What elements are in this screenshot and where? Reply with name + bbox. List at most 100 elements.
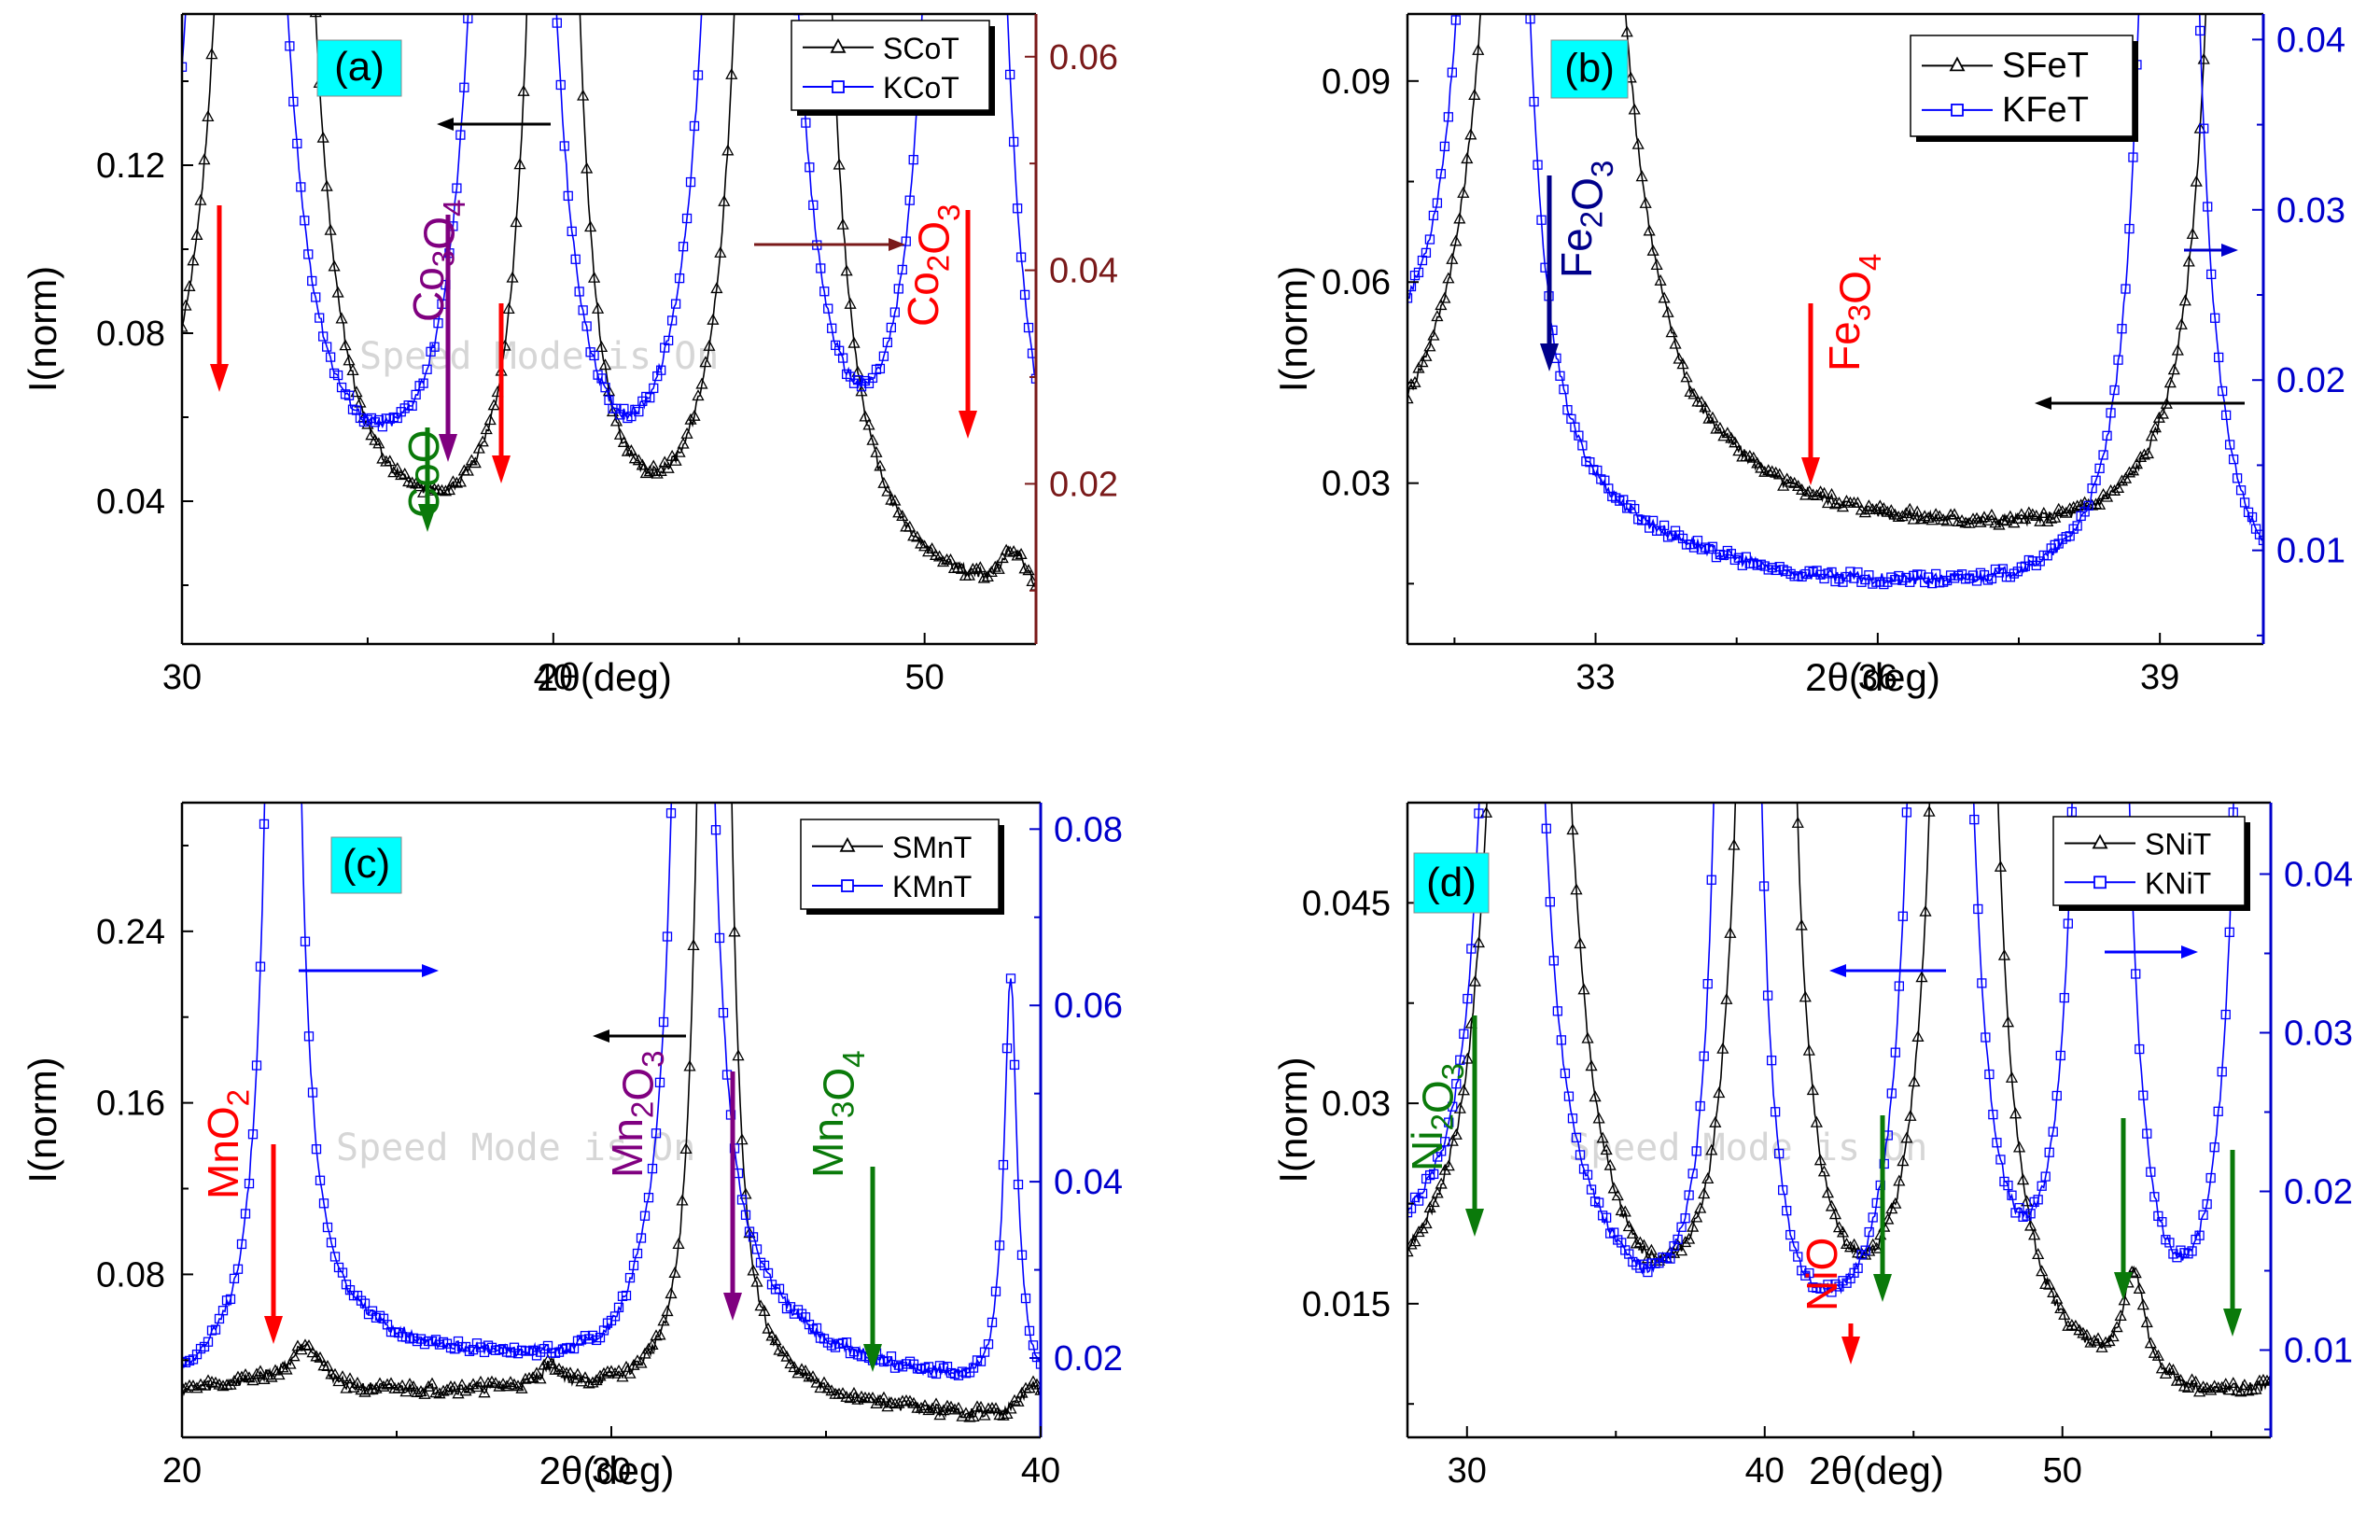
data-point bbox=[1645, 1243, 1659, 1255]
data-point bbox=[1028, 1340, 1039, 1351]
data-point bbox=[2135, 1043, 2145, 1055]
data-point bbox=[758, 1304, 771, 1316]
data-point bbox=[343, 354, 356, 366]
data-point bbox=[602, 385, 616, 397]
data-point bbox=[2049, 511, 2062, 523]
data-point bbox=[870, 445, 883, 457]
data-point bbox=[892, 1396, 905, 1408]
data-point bbox=[1969, 480, 1980, 489]
data-point bbox=[250, 1367, 263, 1379]
data-point bbox=[750, 1275, 763, 1287]
data-point bbox=[827, 323, 837, 333]
data-point bbox=[182, 1380, 189, 1393]
data-point bbox=[1869, 503, 1883, 515]
data-point bbox=[302, 1338, 315, 1351]
data-point bbox=[805, 162, 815, 173]
data-point bbox=[1556, 480, 1566, 489]
data-point bbox=[1959, 482, 1967, 490]
data-point bbox=[2258, 535, 2263, 546]
series-KNiT bbox=[1407, 482, 2238, 1297]
legend-marker bbox=[839, 836, 856, 852]
phase-arrowhead bbox=[2223, 1309, 2242, 1337]
panel-label: (b) bbox=[1564, 46, 1615, 91]
y2-tick-label: 0.02 bbox=[1049, 465, 1118, 504]
data-point bbox=[2082, 482, 2091, 490]
data-point bbox=[1743, 480, 1754, 489]
data-point bbox=[1030, 373, 1036, 384]
data-point bbox=[1523, 482, 1532, 490]
data-point bbox=[2136, 1298, 2149, 1310]
data-point bbox=[908, 154, 918, 165]
data-point bbox=[1789, 691, 1799, 700]
data-point bbox=[1958, 480, 1968, 489]
y2-tick-label: 0.06 bbox=[1049, 38, 1118, 77]
axis-indicator-arrowhead bbox=[1829, 964, 1846, 977]
data-point bbox=[474, 1375, 487, 1387]
data-point bbox=[628, 1260, 639, 1271]
data-point bbox=[325, 352, 336, 362]
data-point bbox=[2088, 1334, 2101, 1346]
data-point bbox=[1757, 725, 1765, 734]
data-point bbox=[411, 1385, 424, 1397]
data-point bbox=[190, 228, 203, 240]
data-point bbox=[806, 1370, 819, 1382]
data-point bbox=[1694, 1201, 1707, 1213]
data-point bbox=[1706, 875, 1716, 885]
data-point bbox=[1981, 1032, 1991, 1043]
data-point bbox=[874, 459, 887, 471]
data-point bbox=[941, 1399, 954, 1411]
data-point bbox=[578, 305, 588, 315]
data-point bbox=[283, 482, 291, 490]
data-point bbox=[567, 1371, 581, 1383]
data-point bbox=[298, 790, 306, 798]
data-point bbox=[1817, 1165, 1831, 1177]
data-point bbox=[2146, 1167, 2156, 1177]
axis-indicator-arrowhead bbox=[2221, 244, 2238, 257]
watermark-text: Speed Mode is On bbox=[336, 1127, 695, 1169]
data-point bbox=[205, 48, 218, 60]
data-point bbox=[2040, 1171, 2051, 1182]
data-point bbox=[392, 1381, 405, 1393]
data-point bbox=[198, 153, 211, 165]
data-point bbox=[1019, 289, 1030, 301]
data-point bbox=[718, 194, 731, 206]
data-point bbox=[1676, 357, 1689, 370]
data-point bbox=[1511, 480, 1521, 489]
data-point bbox=[1463, 993, 1473, 1004]
data-point bbox=[1464, 128, 1477, 140]
data-point bbox=[1940, 482, 1949, 490]
data-point bbox=[240, 1209, 251, 1219]
series-line-SMnT bbox=[182, 803, 1041, 1421]
data-point bbox=[534, 1372, 547, 1384]
data-point bbox=[983, 1339, 994, 1350]
data-point bbox=[1562, 405, 1573, 415]
data-point bbox=[1690, 1211, 1703, 1223]
data-point bbox=[665, 1287, 678, 1299]
data-point bbox=[2194, 1230, 2205, 1240]
data-point bbox=[1994, 860, 2008, 872]
data-point bbox=[2032, 1248, 2045, 1260]
data-point bbox=[549, 1363, 562, 1375]
data-point bbox=[1804, 1267, 1814, 1279]
legend-box bbox=[800, 819, 1000, 910]
data-point bbox=[1913, 482, 1922, 490]
data-point bbox=[459, 1384, 472, 1396]
data-point bbox=[442, 483, 456, 496]
data-point bbox=[2156, 407, 2169, 419]
data-point bbox=[391, 462, 404, 474]
data-point bbox=[651, 1128, 662, 1139]
data-point bbox=[735, 1133, 749, 1145]
data-point bbox=[1586, 1184, 1597, 1195]
data-point bbox=[2217, 1067, 2227, 1077]
data-point bbox=[1585, 1059, 1598, 1071]
data-point bbox=[1626, 1226, 1639, 1239]
data-point bbox=[1687, 1169, 1698, 1179]
data-point bbox=[254, 1365, 267, 1377]
data-point bbox=[1806, 1084, 1819, 1096]
data-point bbox=[1407, 293, 1413, 303]
data-point bbox=[2111, 481, 2125, 493]
data-point bbox=[1705, 1143, 1718, 1155]
data-point bbox=[1508, 482, 1517, 490]
data-point bbox=[1752, 480, 1762, 489]
data-point bbox=[718, 1007, 729, 1018]
